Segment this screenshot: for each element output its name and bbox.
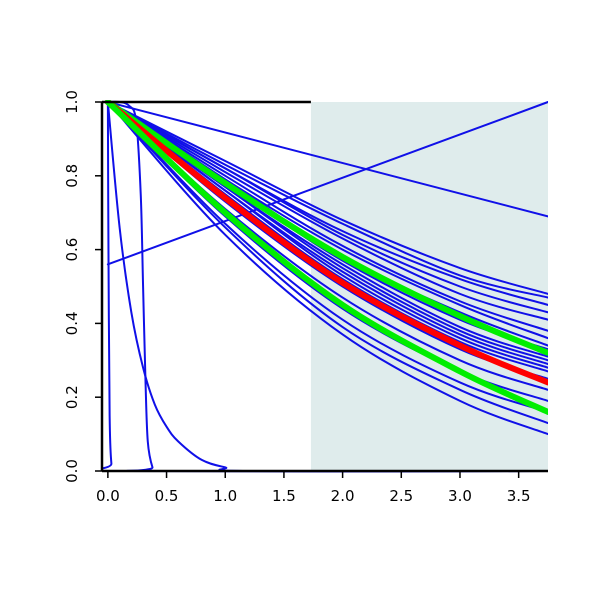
series-line-bundle-8 bbox=[106, 101, 548, 314]
series-line-highlight-green-25 bbox=[104, 100, 548, 356]
series-line-highlight-green-27 bbox=[104, 100, 548, 415]
y-tick-label: 1.0 bbox=[63, 90, 81, 114]
y-tick-label: 0.8 bbox=[63, 164, 81, 188]
series-line-bundle-9 bbox=[106, 101, 548, 321]
series-line-highlight-red-26 bbox=[104, 100, 548, 386]
x-tick-label: 3.5 bbox=[507, 487, 531, 505]
x-tick-label: 0.0 bbox=[96, 487, 120, 505]
series-line-bundle-24 bbox=[106, 101, 548, 436]
series-line-bundle-5 bbox=[106, 101, 548, 295]
y-tick-label: 0.2 bbox=[63, 385, 81, 409]
x-tick-label: 1.5 bbox=[272, 487, 296, 505]
series-line-bundle-0 bbox=[106, 101, 548, 218]
x-tick-label: 0.5 bbox=[155, 487, 179, 505]
y-tick-label: 0.0 bbox=[63, 459, 81, 483]
y-tick-label: 0.4 bbox=[63, 311, 81, 335]
x-tick-label: 2.0 bbox=[331, 487, 355, 505]
series-line-bundle-10 bbox=[106, 101, 548, 332]
series-line-bundle-6 bbox=[106, 101, 548, 299]
series-line-bundle-17 bbox=[106, 101, 548, 369]
series-line-bundle-22 bbox=[106, 101, 548, 413]
x-tick-label: 2.5 bbox=[389, 487, 413, 505]
series-line-bundle-23 bbox=[106, 101, 548, 425]
y-tick-label: 0.6 bbox=[63, 238, 81, 262]
series-line-bundle-1 bbox=[106, 101, 548, 266]
x-tick-label: 3.0 bbox=[448, 487, 472, 505]
x-tick-label: 1.0 bbox=[213, 487, 237, 505]
series-layer bbox=[102, 100, 548, 473]
axes-layer: 0.0 0.5 1.0 1.5 2.0 2.5 3.0 3.5 0.0 0.2 0.4 0.6 0.8 1… bbox=[63, 90, 548, 505]
